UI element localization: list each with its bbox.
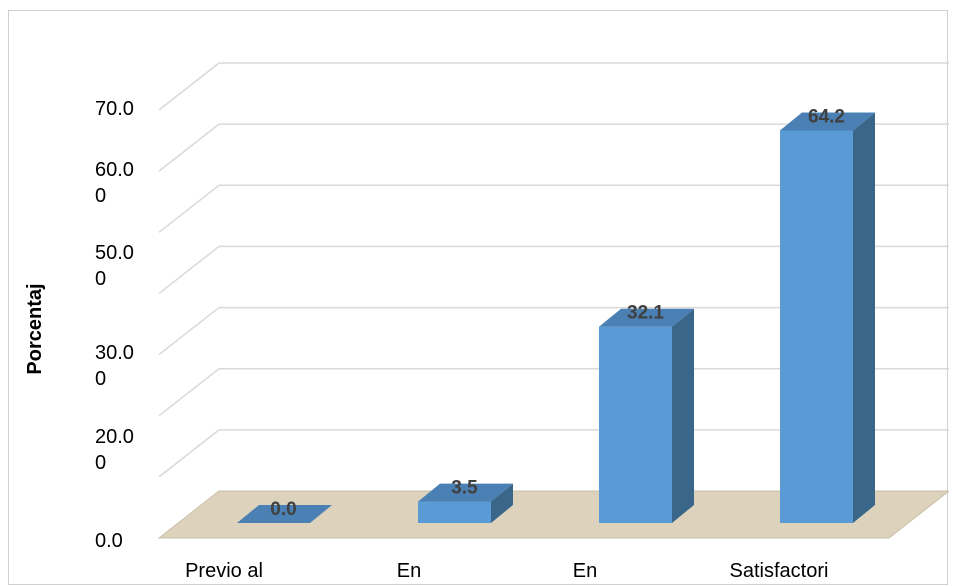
bar-front xyxy=(780,130,853,523)
bar-side xyxy=(491,483,513,523)
data-label-1: 3.5 xyxy=(451,478,478,499)
category-label-0: Previo al xyxy=(185,560,263,582)
gridline-side xyxy=(158,62,220,111)
y-tick-label-3: 30.0 0 xyxy=(95,342,134,390)
data-label-2: 32.1 xyxy=(627,303,664,324)
bar-2 xyxy=(599,308,694,523)
data-label-3: 64.2 xyxy=(808,106,845,127)
bar-chart: 0.0 20.0 0 30.0 0 50.0 0 60.0 0 70.0 Previo al En E… xyxy=(24,62,949,582)
chart-frame: 0.0 20.0 0 30.0 0 50.0 0 60.0 0 70.0 Previo al En E… xyxy=(8,10,949,585)
y-tick-label-5: 50.0 0 xyxy=(95,242,134,290)
bar-3 xyxy=(780,112,875,523)
y-tick-label-0: 0.0 xyxy=(95,530,123,552)
bar-0 xyxy=(237,505,332,523)
gridline-side xyxy=(158,306,220,356)
gridline-side xyxy=(158,368,220,417)
y-tick-label-7: 70.0 xyxy=(95,98,134,120)
bar-top xyxy=(237,505,332,523)
y-tick-label-2: 20.0 0 xyxy=(95,426,134,474)
bar-top xyxy=(418,483,513,502)
bar-front xyxy=(599,326,672,523)
bar-1 xyxy=(418,483,513,523)
bar-top xyxy=(780,112,875,131)
gridline-side xyxy=(158,245,220,295)
chart-floor xyxy=(157,490,949,539)
bar-top xyxy=(599,308,694,327)
bar-front xyxy=(418,501,491,523)
bar-side xyxy=(853,112,875,523)
data-label-0: 0.0 xyxy=(270,499,296,520)
y-axis-label: Porcentaj xyxy=(24,283,46,374)
gridline-side xyxy=(158,429,220,478)
gridline-side xyxy=(158,123,220,172)
category-label-1: En xyxy=(397,560,421,582)
gridline-side xyxy=(158,184,220,233)
category-label-3: Satisfactori xyxy=(730,560,829,582)
bar-side xyxy=(672,308,694,523)
y-tick-label-6: 60.0 0 xyxy=(95,159,134,207)
category-label-2: En xyxy=(573,560,597,582)
